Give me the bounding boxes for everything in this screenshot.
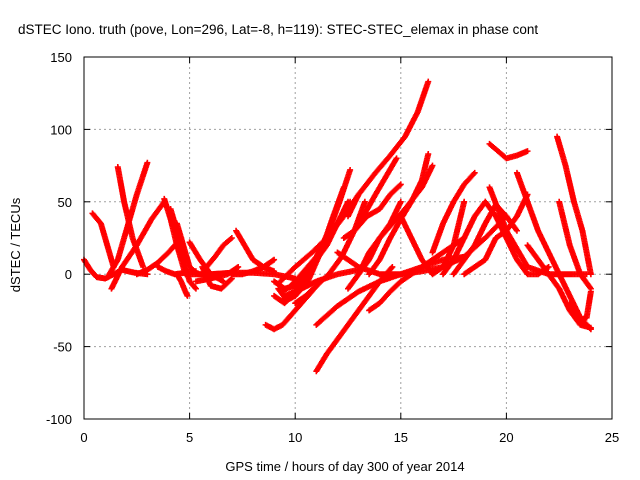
data-point	[513, 227, 520, 234]
data-point	[397, 198, 404, 205]
series-arc06	[108, 198, 168, 292]
y-tick-label: 0	[65, 267, 72, 282]
series-arc38	[397, 198, 468, 278]
data-point	[429, 162, 436, 169]
data-point	[227, 276, 234, 283]
y-axis-label: dSTEC / TECUs	[8, 197, 23, 292]
data-point	[471, 169, 478, 176]
series-arc13	[186, 239, 227, 285]
x-tick-label: 5	[186, 430, 193, 445]
data-point	[545, 263, 552, 270]
series-arc25	[277, 191, 362, 285]
data-point	[192, 284, 199, 291]
data-point	[524, 148, 531, 155]
data-point	[192, 285, 199, 292]
series-arc05	[106, 159, 151, 278]
data-point	[425, 151, 432, 158]
data-point	[220, 278, 227, 285]
data-point	[389, 263, 396, 270]
series-arc16	[203, 235, 235, 270]
data-marks	[81, 78, 594, 375]
data-point	[461, 198, 468, 205]
data-point	[271, 256, 278, 263]
data-point	[587, 271, 594, 278]
plot-frame	[83, 56, 613, 420]
series-arc43	[486, 140, 531, 162]
series-arc31	[340, 181, 404, 241]
chart-title: dSTEC Iono. truth (pove, Lon=296, Lat=-8…	[18, 22, 538, 37]
data-point	[396, 182, 403, 189]
data-point	[470, 170, 477, 177]
data-point	[425, 78, 432, 85]
series-arc46	[513, 169, 594, 333]
series-arc29	[345, 78, 432, 220]
x-axis-label: GPS time / hours of day 300 of year 2014	[225, 459, 464, 474]
data-point	[228, 235, 235, 241]
y-tick-label: 150	[50, 50, 72, 65]
data-point	[397, 181, 404, 188]
data-point	[361, 198, 368, 205]
series-arc12	[173, 271, 191, 299]
data-point	[235, 263, 242, 270]
x-tick-label: 15	[394, 430, 408, 445]
data-point	[184, 292, 191, 299]
y-tick-label: -100	[46, 412, 72, 427]
x-tick-label: 0	[80, 430, 87, 445]
data-point	[587, 288, 594, 295]
series-arc49	[556, 198, 594, 292]
y-tick-label: 100	[50, 122, 72, 137]
x-tick-label: 20	[499, 430, 513, 445]
data-point	[269, 257, 276, 264]
data-point	[393, 155, 400, 162]
y-tick-label: 50	[58, 195, 72, 210]
series-arc50	[566, 288, 594, 324]
x-tick-label: 10	[288, 430, 302, 445]
series-arc19	[228, 256, 278, 278]
data-point	[587, 324, 594, 331]
data-point	[347, 166, 354, 173]
data-point	[144, 159, 151, 166]
series-arc32	[355, 198, 404, 278]
series-arc48	[554, 133, 594, 278]
x-tick-label: 25	[605, 430, 619, 445]
series-arc02	[89, 210, 117, 270]
y-tick-label: -50	[53, 340, 72, 355]
data-point	[388, 265, 395, 272]
series-arc39	[429, 169, 478, 256]
axis-ticks: 0 5 10 15 20 25 -100 -50 0 50 100 150	[46, 50, 619, 445]
